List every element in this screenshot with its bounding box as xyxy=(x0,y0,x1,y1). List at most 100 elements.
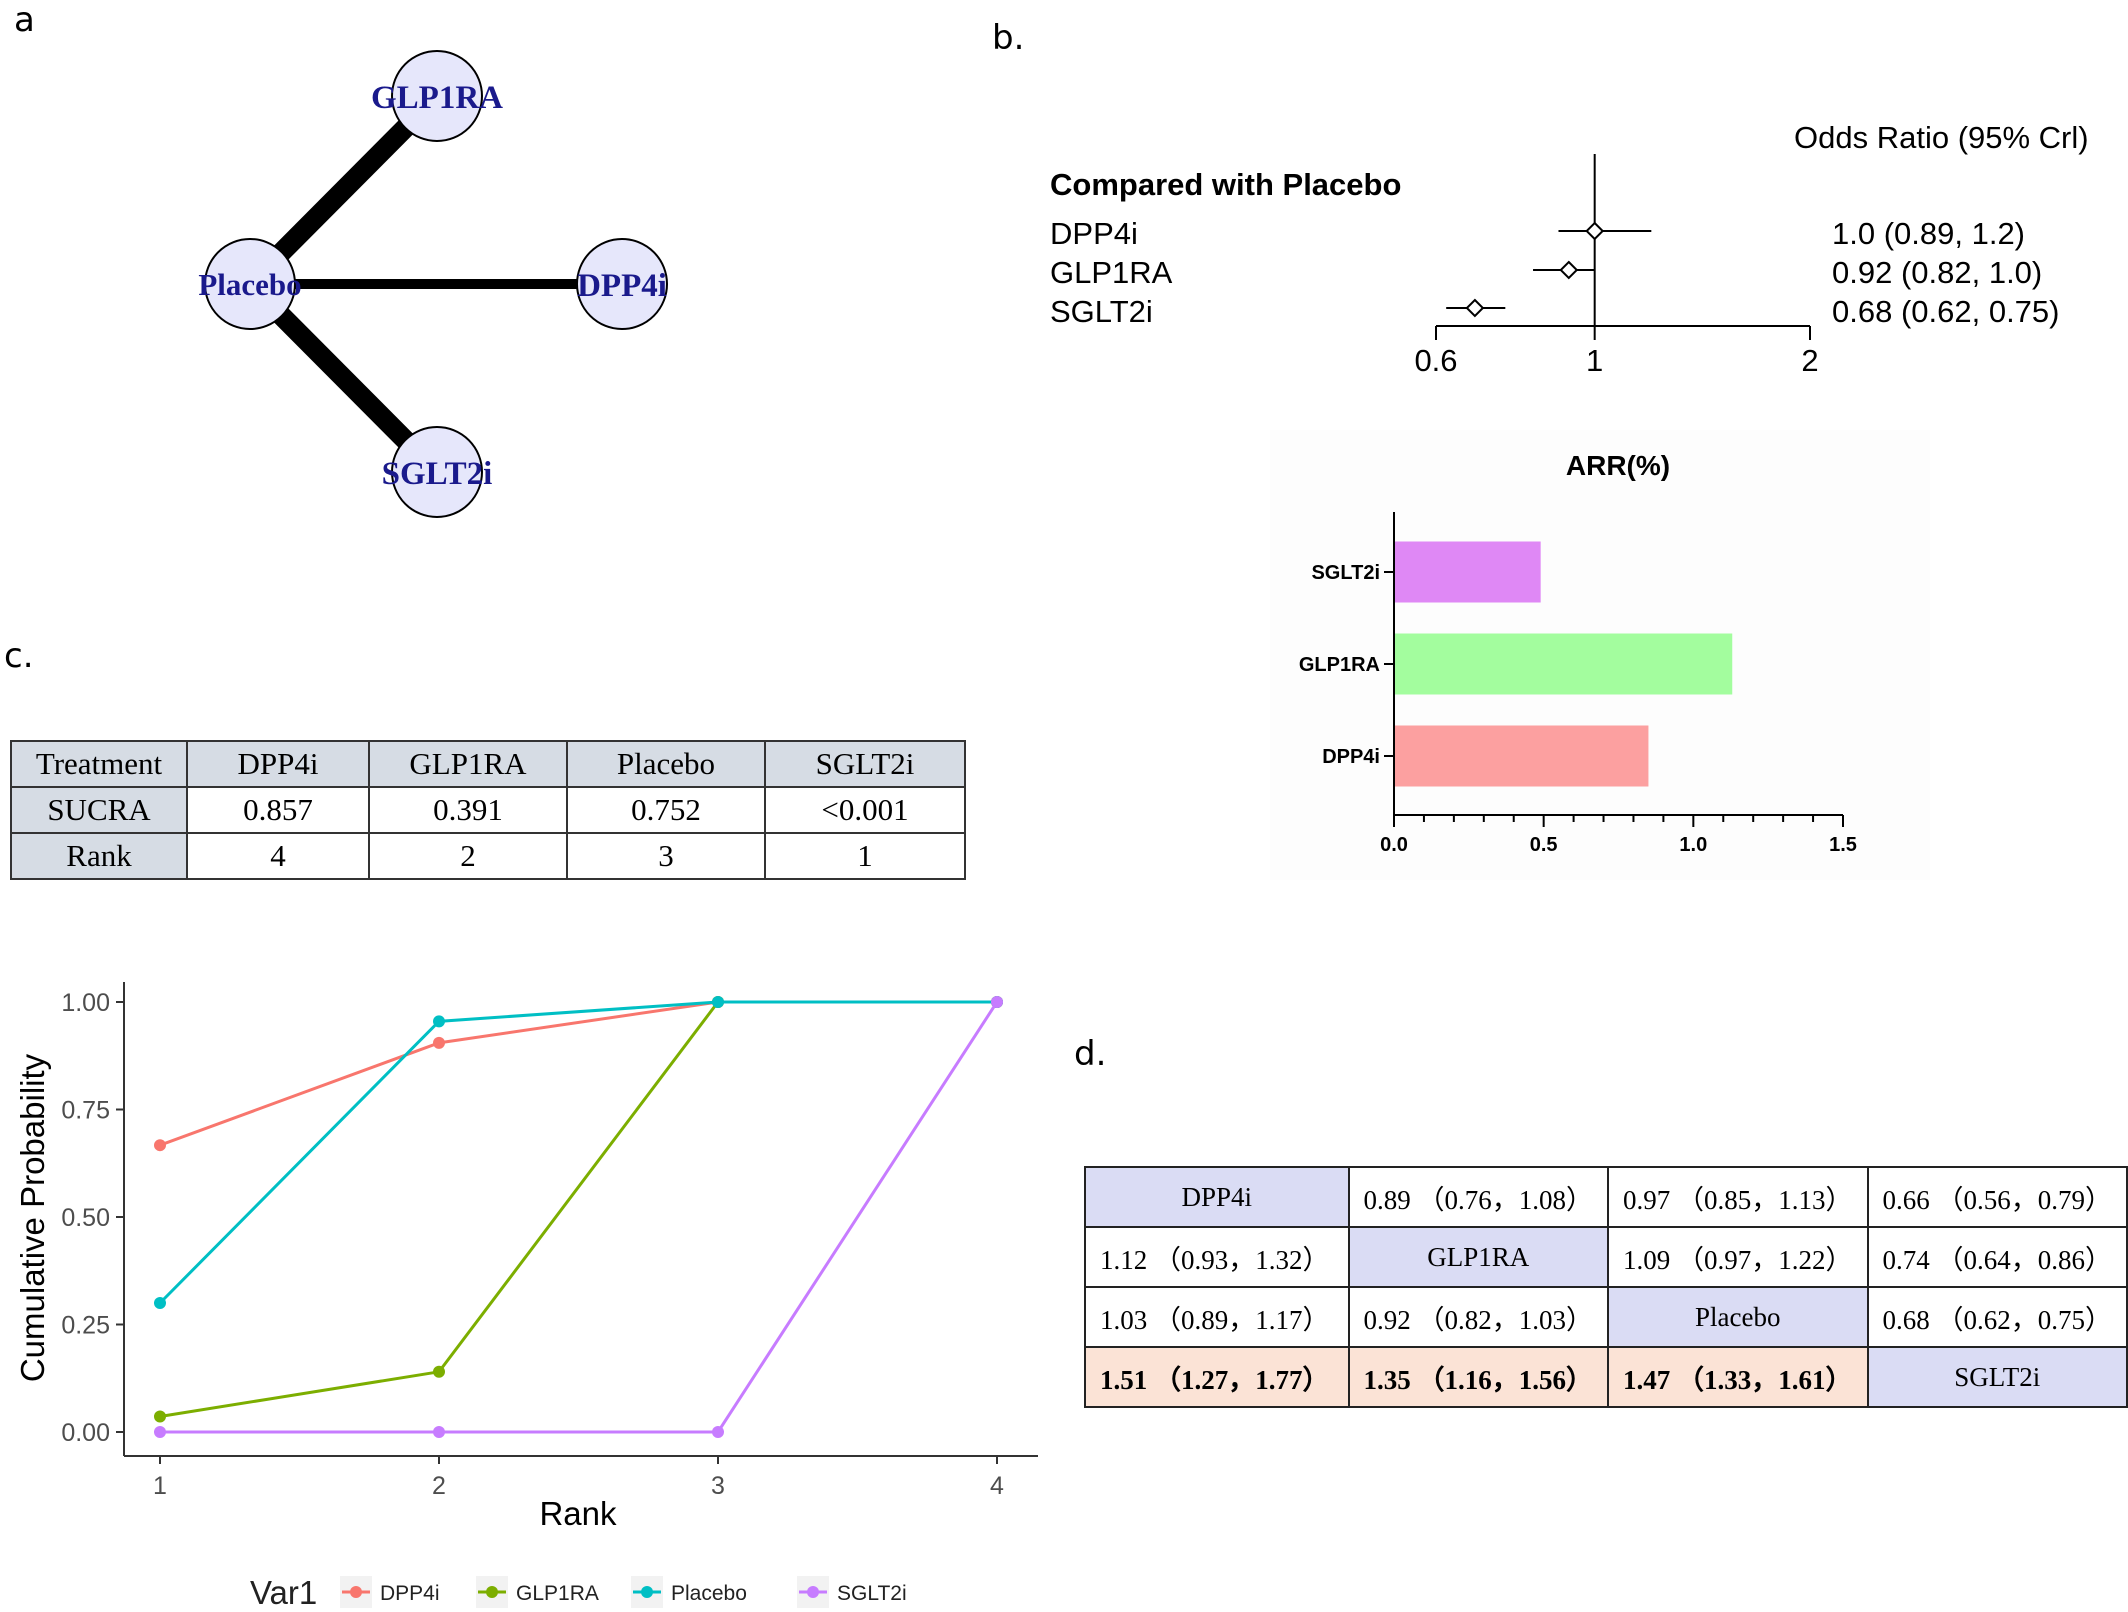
legend-title: Var1 xyxy=(250,1574,317,1611)
table-cell: 0.68 （0.62，0.75） xyxy=(1866,1286,2128,1348)
table-header-cell: Treatment xyxy=(10,740,188,788)
y-tick-label: 1.00 xyxy=(61,989,110,1017)
point-sglt2i xyxy=(433,1426,445,1438)
table-cell: DPP4i xyxy=(1084,1166,1350,1228)
forest-plot: 0.6 1 2 xyxy=(1414,154,1819,378)
y-tick-label: 0.25 xyxy=(61,1312,110,1340)
cumulative-probability-chart: 0.00 0.25 0.50 0.75 1.00 1 2 3 4 Rank Cumulative P… xyxy=(14,982,1038,1611)
table-cell: 1.12 （0.93，1.32） xyxy=(1084,1226,1350,1288)
table-row: Treatment DPP4i GLP1RA Placebo SGLT2i xyxy=(10,740,966,788)
estimate-point xyxy=(1559,260,1579,280)
series-line-sglt2i xyxy=(160,1001,999,1434)
table-cell: 1.51 （1.27，1.77） xyxy=(1084,1346,1350,1408)
table-header-cell: DPP4i xyxy=(186,740,370,788)
y-axis-label: Cumulative Probability xyxy=(14,1053,51,1382)
table-cell: 2 xyxy=(368,832,568,880)
estimate-point xyxy=(1585,221,1605,241)
legend-marker xyxy=(350,1586,362,1598)
table-cell: 0.97 （0.85，1.13） xyxy=(1607,1166,1869,1228)
x-tick-label: 4 xyxy=(990,1472,1004,1500)
y-tick-label: 0.50 xyxy=(61,1204,110,1232)
table-row: 1.51 （1.27，1.77） 1.35 （1.16，1.56） 1.47 （… xyxy=(1084,1346,2128,1408)
panel-a-label: a xyxy=(14,0,35,40)
y-tick-label: DPP4i xyxy=(1322,746,1380,768)
series-line-placebo xyxy=(158,1000,997,1305)
legend-label: DPP4i xyxy=(380,1582,440,1605)
table-cell: Rank xyxy=(10,832,188,880)
forest-row-value: 1.0 (0.89, 1.2) xyxy=(1832,216,2026,251)
legend-label: Placebo xyxy=(671,1582,747,1605)
panel-b-label: b. xyxy=(992,18,1025,58)
y-tick-label: GLP1RA xyxy=(1299,654,1380,676)
estimate-point xyxy=(1465,298,1485,318)
point-glp1ra xyxy=(154,1410,166,1423)
panel-d-label: d. xyxy=(1074,1034,1107,1074)
table-cell: 1 xyxy=(764,832,966,880)
table-row: 1.12 （0.93，1.32） GLP1RA 1.09 （0.97，1.22）… xyxy=(1084,1226,2128,1288)
table-cell: 0.391 xyxy=(368,786,568,834)
table-cell: <0.001 xyxy=(764,786,966,834)
arr-bar-chart: ARR(%) SGLT2i GLP1RA DPP4i 0.0 0.5 1.0 1.5 xyxy=(1270,430,1930,880)
node-glp1ra: GLP1RA xyxy=(371,50,503,142)
point-placebo xyxy=(154,1297,166,1309)
point-sglt2i xyxy=(712,1426,724,1438)
table-cell: 0.66 （0.56，0.79） xyxy=(1866,1166,2128,1228)
legend-label: GLP1RA xyxy=(516,1582,599,1605)
y-tick-label: 0.75 xyxy=(61,1097,110,1125)
y-tick-label: SGLT2i xyxy=(1311,562,1380,584)
table-cell: 3 xyxy=(566,832,766,880)
x-tick-label: 1 xyxy=(153,1472,167,1500)
legend-item-glp1ra: GLP1RA xyxy=(476,1576,599,1608)
legend-marker xyxy=(486,1586,498,1598)
point-placebo xyxy=(433,1015,445,1028)
legend-label: SGLT2i xyxy=(837,1582,907,1605)
x-tick-label: 0.6 xyxy=(1414,343,1457,378)
table-cell: 1.03 （0.89，1.17） xyxy=(1084,1286,1350,1348)
x-tick-label: 3 xyxy=(711,1472,725,1500)
table-cell: GLP1RA xyxy=(1347,1226,1609,1288)
league-table: DPP4i 0.89 （0.76，1.08） 0.97 （0.85，1.13） … xyxy=(1084,1166,2128,1408)
network-plot: GLP1RA Placebo DPP4i SGLT2i xyxy=(198,50,668,518)
table-cell: 0.89 （0.76，1.08） xyxy=(1347,1166,1609,1228)
chart-title: ARR(%) xyxy=(1566,450,1670,481)
point-sglt2i xyxy=(154,1426,166,1438)
node-sglt2i: SGLT2i xyxy=(382,426,493,518)
legend-item-placebo: Placebo xyxy=(631,1576,747,1608)
x-axis-label: Rank xyxy=(539,1495,617,1532)
table-header-cell: GLP1RA xyxy=(368,740,568,788)
bar-dpp4i xyxy=(1394,725,1649,787)
table-header-cell: SGLT2i xyxy=(764,740,966,788)
forest-row-label: GLP1RA xyxy=(1050,255,1173,290)
table-row: SUCRA 0.857 0.391 0.752 <0.001 xyxy=(10,786,966,834)
table-cell: SGLT2i xyxy=(1866,1346,2128,1408)
plot-panel xyxy=(124,982,1038,1456)
sucra-table: Treatment DPP4i GLP1RA Placebo SGLT2i SU… xyxy=(10,740,966,880)
table-row: Rank 4 2 3 1 xyxy=(10,832,966,880)
x-tick-label: 0.5 xyxy=(1530,834,1558,856)
legend-item-sglt2i: SGLT2i xyxy=(797,1576,907,1608)
node-dpp4i: DPP4i xyxy=(576,238,668,330)
point-glp1ra xyxy=(433,1365,445,1378)
x-tick-label: 2 xyxy=(1801,343,1818,378)
table-cell: Placebo xyxy=(1607,1286,1869,1348)
table-cell: 0.92 （0.82，1.03） xyxy=(1347,1286,1609,1348)
table-cell: 0.74 （0.64，0.86） xyxy=(1866,1226,2128,1288)
point-placebo xyxy=(712,996,724,1008)
node-label: GLP1RA xyxy=(371,80,503,116)
x-tick-label: 1.0 xyxy=(1679,834,1707,856)
table-row: 1.03 （0.89，1.17） 0.92 （0.82，1.03） Placeb… xyxy=(1084,1286,2128,1348)
node-label: DPP4i xyxy=(577,268,667,304)
table-cell: 1.35 （1.16，1.56） xyxy=(1347,1346,1609,1408)
forest-row-label: DPP4i xyxy=(1050,216,1138,251)
forest-row-value: 0.68 (0.62, 0.75) xyxy=(1832,294,2060,329)
table-cell: SUCRA xyxy=(10,786,188,834)
forest-group-title: Compared with Placebo xyxy=(1050,167,1402,202)
node-label: SGLT2i xyxy=(382,456,493,492)
forest-row-label: SGLT2i xyxy=(1050,294,1153,329)
node-label: Placebo xyxy=(198,267,301,302)
x-tick-label: 2 xyxy=(432,1472,446,1500)
x-tick-label: 1 xyxy=(1586,343,1603,378)
table-row: DPP4i 0.89 （0.76，1.08） 0.97 （0.85，1.13） … xyxy=(1084,1166,2128,1228)
panel-c-label: c. xyxy=(4,636,34,676)
legend-marker xyxy=(807,1586,819,1598)
